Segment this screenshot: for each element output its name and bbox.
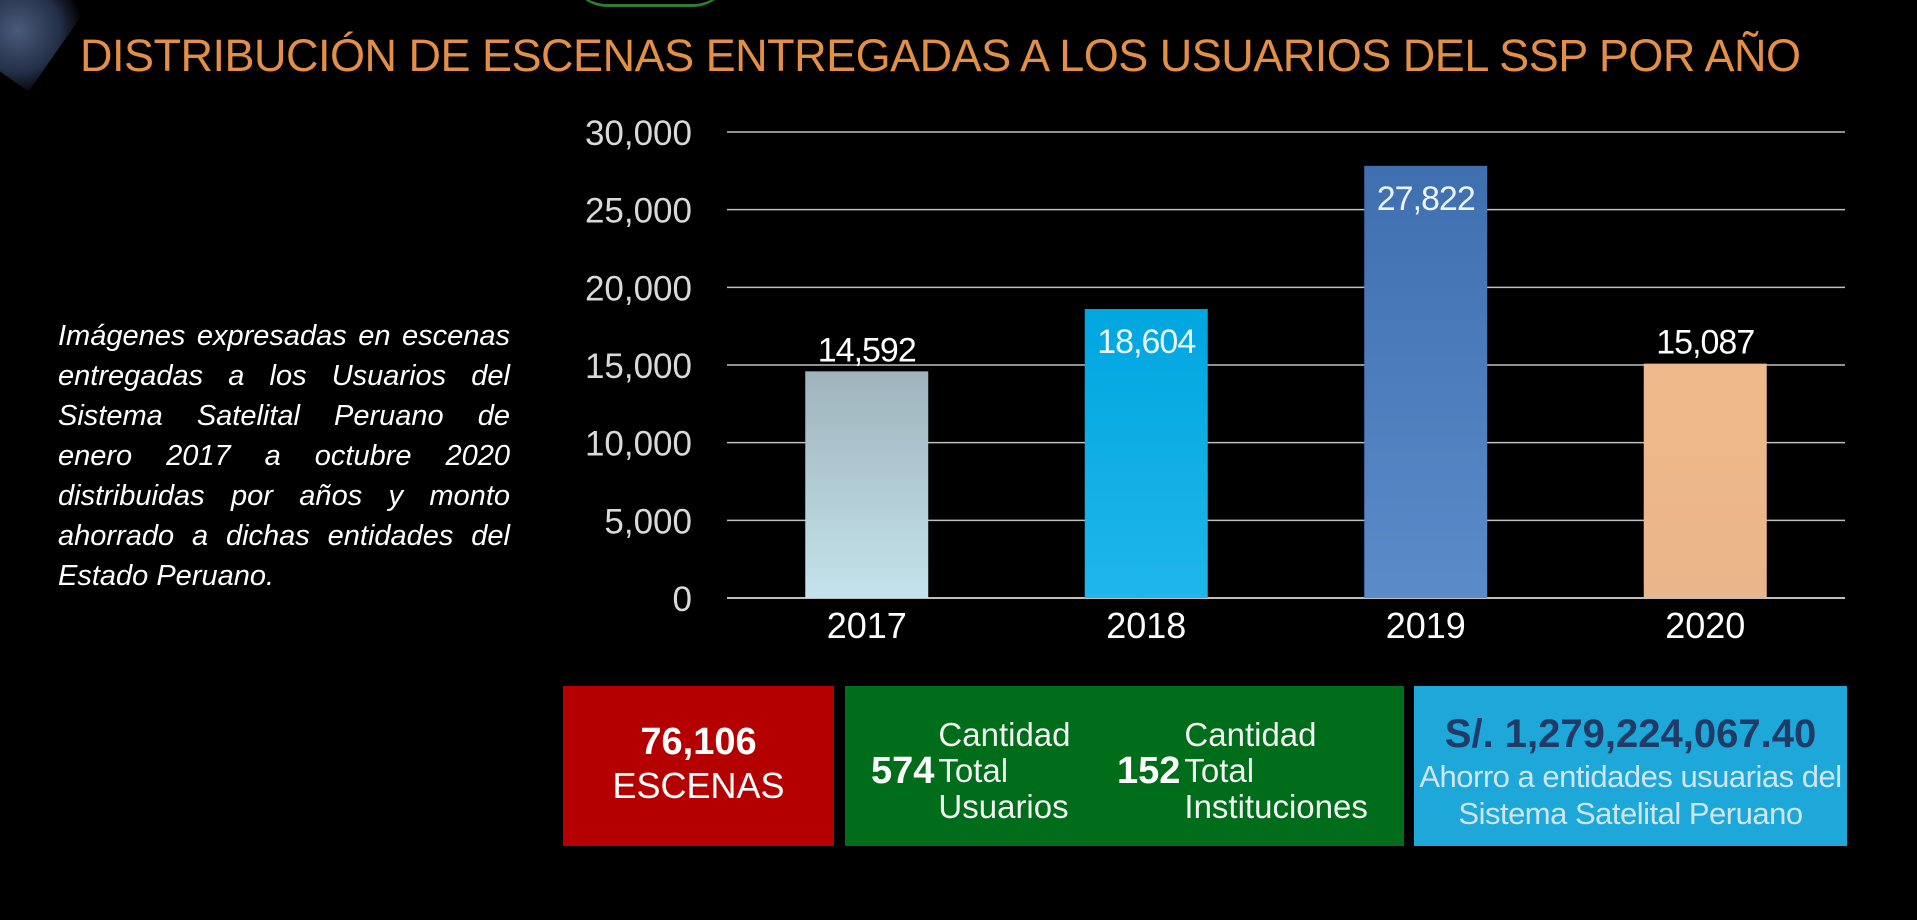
- users-count: 574: [871, 749, 935, 792]
- institutions-count: 152: [1117, 749, 1181, 792]
- y-tick-label: 25,000: [585, 192, 692, 231]
- y-tick-label: 5,000: [604, 502, 692, 541]
- savings-label: Ahorro a entidades usuarias del Sistema …: [1419, 759, 1842, 831]
- institutions-label: Cantidad Total Instituciones: [1184, 716, 1368, 825]
- y-tick-label: 10,000: [585, 425, 692, 464]
- data-label: 14,592: [818, 331, 916, 369]
- users-metric: 574 Cantidad Total Usuarios: [871, 716, 1088, 826]
- data-label: 18,604: [1097, 323, 1195, 361]
- scenes-count: 76,106: [640, 721, 757, 763]
- scenes-label: ESCENAS: [612, 765, 785, 806]
- description-text: Imágenes expresadas en escenas entregada…: [58, 320, 510, 592]
- scenes-stat-box: 76,106 ESCENAS: [563, 686, 834, 846]
- y-tick-label: 20,000: [585, 269, 692, 308]
- y-tick-label: 0: [673, 580, 692, 619]
- page-title: DISTRIBUCIÓN DE ESCENAS ENTREGADAS A LOS…: [80, 30, 1801, 81]
- y-tick-label: 30,000: [585, 114, 692, 153]
- data-label: 27,822: [1377, 180, 1475, 218]
- counts-stat-box: 574 Cantidad Total Usuarios 152 Cantidad…: [845, 686, 1404, 846]
- bar-2017: [805, 371, 929, 598]
- bar-2018: [1084, 309, 1208, 598]
- savings-stat-box: S/. 1,279,224,067.40 Ahorro a entidades …: [1414, 686, 1847, 846]
- savings-amount: S/. 1,279,224,067.40: [1444, 712, 1817, 756]
- bar-2019: [1364, 165, 1488, 598]
- top-arc-decoration: [570, 0, 730, 7]
- users-label: Cantidad Total Usuarios: [938, 716, 1071, 825]
- x-tick-label: 2020: [1665, 605, 1745, 646]
- x-tick-label: 2017: [827, 605, 907, 646]
- x-tick-label: 2018: [1106, 605, 1186, 646]
- y-tick-label: 15,000: [585, 347, 692, 386]
- institutions-metric: 152 Cantidad Total Instituciones: [1117, 716, 1384, 826]
- bar-2020: [1643, 363, 1767, 598]
- x-tick-label: 2019: [1386, 605, 1466, 646]
- data-label: 15,087: [1656, 324, 1754, 362]
